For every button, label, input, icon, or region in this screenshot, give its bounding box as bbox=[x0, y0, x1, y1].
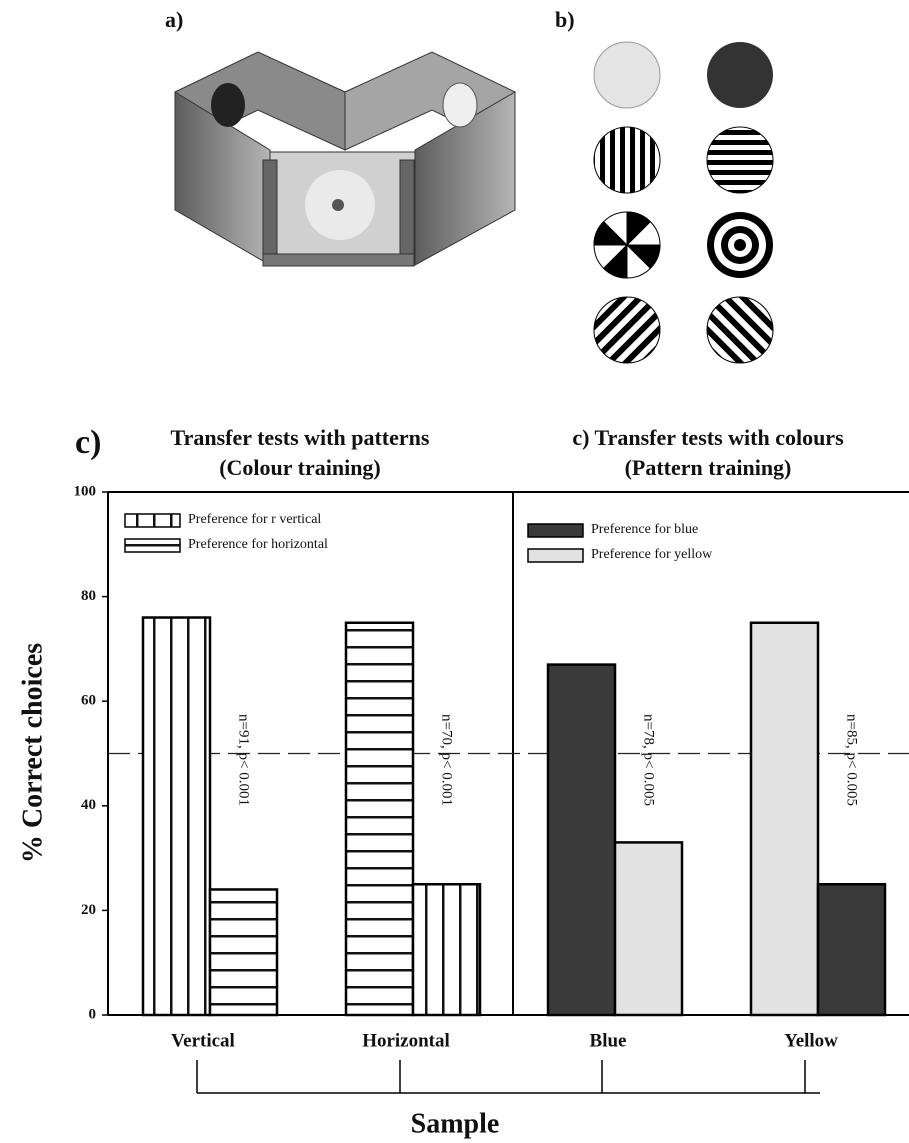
x-tick-label: Blue bbox=[590, 1030, 627, 1051]
y-tick-label: 80 bbox=[81, 588, 96, 604]
x-tick-label: Vertical bbox=[171, 1030, 235, 1051]
annotation: n=70, p< 0.001 bbox=[439, 714, 455, 806]
panel-label: a) bbox=[165, 7, 183, 32]
y-tick-label: 20 bbox=[81, 902, 96, 918]
panel-label: c) bbox=[75, 424, 101, 461]
legend-swatch bbox=[125, 514, 180, 527]
bar bbox=[413, 884, 480, 1015]
legend-swatch bbox=[528, 549, 583, 562]
x-tick-label: Yellow bbox=[784, 1030, 838, 1051]
legend-label: Preference for yellow bbox=[591, 547, 713, 562]
bar bbox=[210, 889, 277, 1015]
panel-title: (Pattern training) bbox=[625, 455, 792, 480]
panel-title: Transfer tests with patterns bbox=[171, 425, 430, 450]
y-tick-label: 40 bbox=[81, 797, 96, 813]
bar bbox=[346, 623, 413, 1015]
bar bbox=[548, 665, 615, 1015]
panel-title: c) Transfer tests with colours bbox=[572, 425, 844, 450]
annotation: n=78, p< 0.005 bbox=[641, 714, 657, 806]
y-tick-label: 100 bbox=[74, 483, 97, 499]
bar bbox=[615, 842, 682, 1015]
annotation: n=91, p< 0.001 bbox=[236, 714, 252, 806]
panel-label: b) bbox=[555, 7, 575, 32]
legend-label: Preference for horizontal bbox=[188, 537, 328, 552]
chart: 0 20 40 60 80 100 c) Transfer tests with patter… bbox=[17, 424, 909, 1140]
x-tick-label: Horizontal bbox=[362, 1030, 450, 1051]
bar bbox=[818, 884, 885, 1015]
legend-label: Preference for r vertical bbox=[188, 512, 321, 527]
y-tick-label: 0 bbox=[89, 1006, 97, 1022]
panel-title: (Colour training) bbox=[219, 455, 381, 480]
y-tick-label: 60 bbox=[81, 693, 96, 709]
bar bbox=[143, 618, 210, 1015]
legend-swatch bbox=[125, 539, 180, 552]
panel-b: b) bbox=[555, 7, 773, 363]
panel-a: a) bbox=[165, 7, 515, 266]
legend-label: Preference for blue bbox=[591, 522, 698, 537]
x-axis-title: Sample bbox=[411, 1108, 500, 1139]
annotation: n=85, p< 0.005 bbox=[844, 714, 860, 806]
legend-swatch bbox=[528, 524, 583, 537]
bar bbox=[751, 623, 818, 1015]
figure: a) b) 0 20 40 60 80 100 c) Transfer tests with … bbox=[0, 0, 909, 1143]
y-axis-title: % Correct choices bbox=[17, 643, 48, 863]
